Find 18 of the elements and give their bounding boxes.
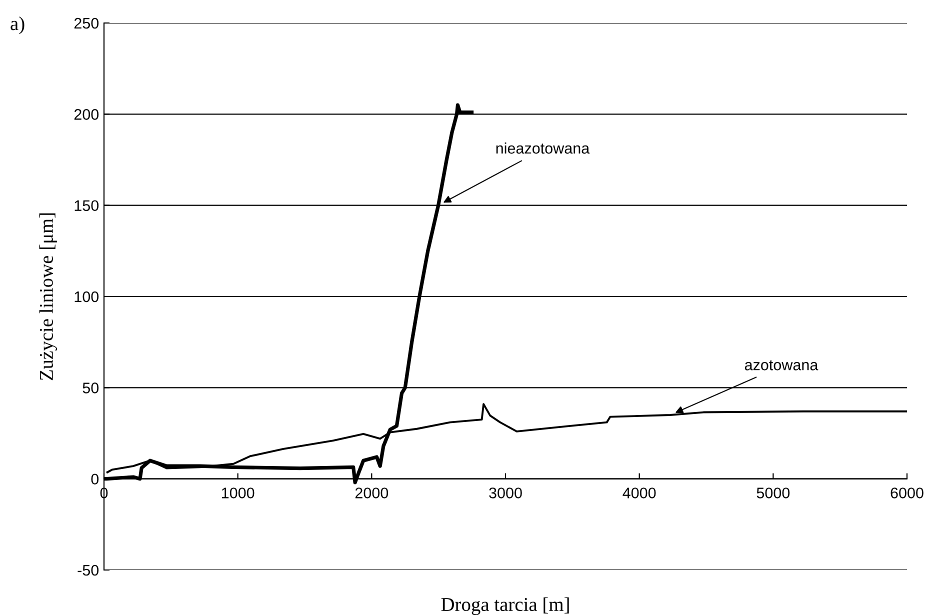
y-axis-title: Zużycie liniowe [μm] xyxy=(39,213,57,380)
text: nieazotowana xyxy=(496,142,590,154)
y-tick-label: -50 xyxy=(78,564,99,576)
x-tick-label: 1000 xyxy=(222,488,254,498)
y-tick-label: 200 xyxy=(74,109,99,120)
x-tick-label: 3000 xyxy=(489,488,522,498)
x-tick-label: 6000 xyxy=(890,488,924,498)
x-tick-label: 4000 xyxy=(622,488,656,498)
y-tick-label: 150 xyxy=(74,200,99,212)
y-tick-label: 50 xyxy=(82,382,99,394)
text: azotowana xyxy=(744,360,818,370)
x-axis-title: Droga tarcia [m] xyxy=(441,597,569,616)
x-tick-label: 2000 xyxy=(355,488,388,498)
text: a) xyxy=(10,16,24,34)
y-tick-label: 100 xyxy=(74,291,99,302)
y-tick-label: 250 xyxy=(74,18,99,29)
x-tick-label: 5000 xyxy=(756,488,790,498)
y-tick-label: 0 xyxy=(91,474,99,485)
